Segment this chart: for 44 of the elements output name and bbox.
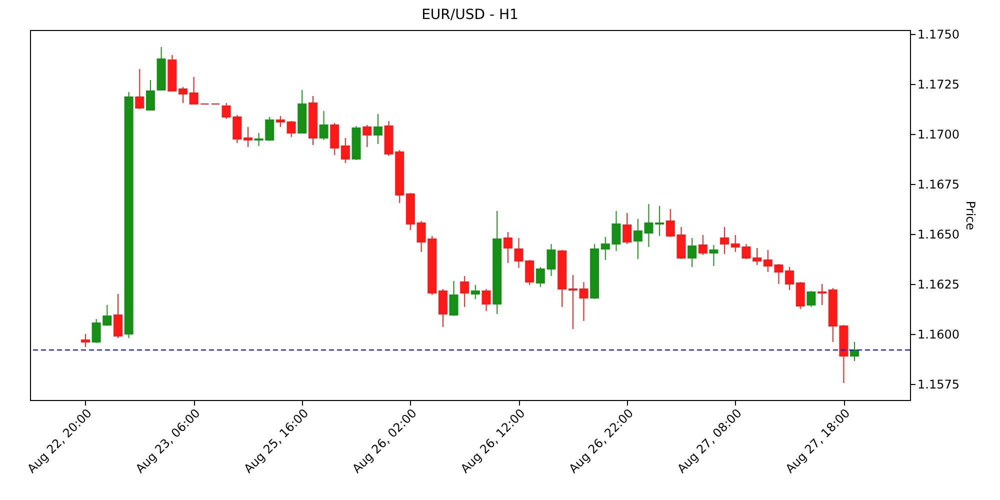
candlestick	[113, 294, 122, 338]
candlestick	[243, 126, 252, 148]
y-tick-label: 1.1700	[918, 128, 960, 142]
candlestick	[146, 80, 155, 110]
candlestick	[438, 288, 448, 328]
candlestick	[189, 76, 198, 104]
candlestick	[319, 110, 328, 140]
candlestick	[340, 138, 350, 164]
y-axis-title: Price	[963, 200, 978, 230]
candlestick	[752, 248, 762, 266]
candlestick	[655, 206, 664, 236]
candlestick	[135, 68, 144, 110]
candlestick	[622, 212, 632, 244]
y-tick-label: 1.1625	[918, 278, 960, 292]
candlestick	[80, 334, 90, 348]
candlestick	[698, 234, 708, 256]
y-tick-label: 1.1750	[918, 28, 960, 42]
candlestick	[525, 260, 534, 286]
candlestick	[503, 232, 512, 264]
y-tick-label: 1.1650	[918, 228, 960, 242]
candlestick	[785, 266, 794, 290]
candlestick	[806, 290, 816, 308]
candlestick	[850, 342, 860, 362]
candlestick	[709, 244, 718, 266]
candlestick	[796, 282, 805, 310]
candlestick	[449, 280, 458, 316]
y-tick-label: 1.1600	[918, 328, 960, 342]
candlestick	[514, 238, 524, 268]
candlestick	[460, 276, 470, 308]
candlestick	[688, 238, 697, 268]
candlestick	[720, 226, 730, 254]
candlestick	[286, 120, 296, 138]
candlestick	[362, 124, 372, 148]
candlestick	[330, 122, 340, 156]
candlestick	[373, 114, 382, 144]
candlestick	[178, 86, 188, 104]
chart-title: EUR/USD - H1	[422, 7, 518, 23]
candlestick	[276, 116, 285, 128]
candlestick	[470, 284, 480, 300]
y-tick-label: 1.1675	[918, 178, 960, 192]
y-tick-label: 1.1725	[918, 78, 960, 92]
candlestick	[482, 288, 491, 312]
candlestick	[818, 284, 827, 306]
y-tick-label: 1.1575	[918, 378, 960, 392]
